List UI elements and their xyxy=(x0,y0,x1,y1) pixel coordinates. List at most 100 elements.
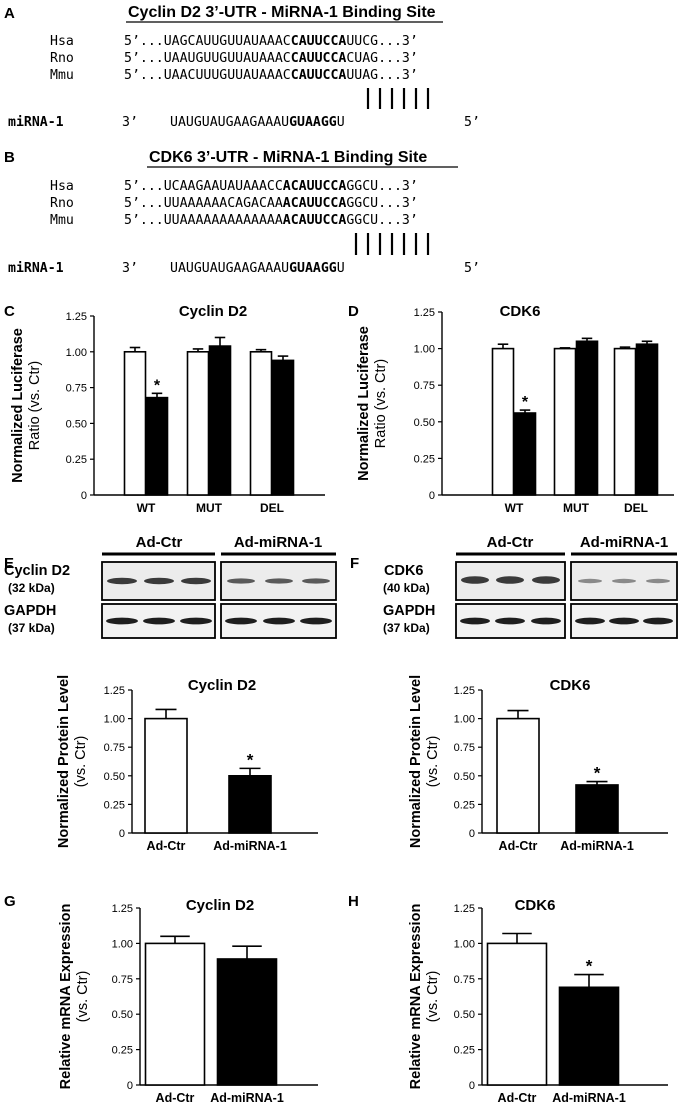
blot-band-kda: (37 kDa) xyxy=(383,621,430,635)
y-axis-label: Normalized Protein Level(vs. Ctr) xyxy=(408,675,441,848)
y-axis-label-line: Normalized Protein Level xyxy=(56,675,72,848)
bar xyxy=(145,396,169,496)
mirna-post: U xyxy=(337,115,345,130)
seq-post: GGCU xyxy=(346,196,378,211)
bar xyxy=(575,340,599,496)
y-axis-label-line: Ratio (vs. Ctr) xyxy=(373,359,389,448)
x-tick-label: DEL xyxy=(260,501,284,515)
y-tick-label: 1.25 xyxy=(454,685,475,697)
y-tick-label: 0 xyxy=(429,490,435,502)
y-tick-label: 1.25 xyxy=(454,903,475,915)
seq-prefix: 5’... xyxy=(124,213,164,228)
y-tick-label: 0.25 xyxy=(66,454,87,466)
y-tick-label: 1.25 xyxy=(112,903,133,915)
y-tick-label: 0.50 xyxy=(454,771,475,783)
seq-post: CUAG xyxy=(346,51,378,66)
mirna-pre: UAUGUAUGAAGAAAU xyxy=(170,115,289,130)
seq-seed: ACAUUCCA xyxy=(283,213,347,228)
mirna-pre: UAUGUAUGAAGAAAU xyxy=(170,261,289,276)
seq-pre: UCAAGAAUAUAAACC xyxy=(164,179,283,194)
y-tick-label: 1.00 xyxy=(454,714,475,726)
seq-row: 5’...UAACUUUGUUAUAAACCAUUCCAUUAG...3’ xyxy=(124,68,418,83)
chart-d: CDK6 Normalized LuciferaseRatio (vs. Ctr)… xyxy=(356,303,674,515)
seq-pre: UAGCAUUGUUAUAAAC xyxy=(164,34,291,49)
seq-suffix: ...3’ xyxy=(378,34,418,49)
panel-b: B CDK6 3’-UTR - MiRNA-1 Binding Site Hsa… xyxy=(4,149,480,276)
y-axis-label-line: (vs. Ctr) xyxy=(75,971,91,1023)
bar xyxy=(144,717,188,834)
seq-post: UUCG xyxy=(346,34,378,49)
y-axis-label: Normalized LuciferaseRatio (vs. Ctr) xyxy=(356,326,389,481)
blot-band-kda: (40 kDa) xyxy=(383,581,430,595)
panel-f-blot: F Ad-Ctr Ad-miRNA-1 CDK6 (40 kDa) GAPDH … xyxy=(350,534,678,639)
seq-pre: UAACUUUGUUAUAAAC xyxy=(164,68,291,83)
x-tick-label: Ad-miRNA-1 xyxy=(560,839,634,853)
significance-mark: * xyxy=(154,377,161,394)
y-axis-label-line: (vs. Ctr) xyxy=(425,736,441,788)
bar xyxy=(208,345,232,496)
seq-post: GGCU xyxy=(346,213,378,228)
significance-mark: * xyxy=(247,750,254,769)
x-tick-label: Ad-Ctr xyxy=(498,1091,537,1105)
chart-title: Cyclin D2 xyxy=(179,303,247,320)
seq-prefix: 5’... xyxy=(124,179,164,194)
blot-band-name: CDK6 xyxy=(384,563,423,579)
significance-mark: * xyxy=(522,394,529,411)
seq-suffix: ...3’ xyxy=(378,68,418,83)
y-tick-label: 1.00 xyxy=(66,347,87,359)
seq-seed: CAUUCCA xyxy=(291,34,347,49)
y-axis-label-line: Normalized Luciferase xyxy=(356,326,372,481)
seq-post: UUAG xyxy=(346,68,378,83)
y-tick-label: 0.75 xyxy=(454,742,475,754)
panel-a-title: Cyclin D2 3’-UTR - MiRNA-1 Binding Site xyxy=(128,4,436,21)
y-tick-label: 0.25 xyxy=(414,453,435,465)
y-tick-label: 0.75 xyxy=(112,974,133,986)
bar xyxy=(228,774,272,834)
significance-mark: * xyxy=(586,957,593,976)
x-tick-label: MUT xyxy=(196,501,223,515)
seq-row-species: Rno xyxy=(50,51,74,66)
seq-seed: ACAUUCCA xyxy=(283,179,347,194)
bar xyxy=(123,350,147,496)
panel-letter-a: A xyxy=(4,5,15,22)
y-tick-label: 0.50 xyxy=(414,417,435,429)
y-axis-label: Relative mRNA Expression(vs. Ctr) xyxy=(58,904,91,1090)
y-tick-label: 0 xyxy=(469,1080,475,1092)
panel-e-blot: E Ad-Ctr Ad-miRNA-1 Cyclin D2 (32 kDa) G… xyxy=(4,534,337,639)
seq-row-species: Rno xyxy=(50,196,74,211)
y-tick-label: 0.75 xyxy=(454,974,475,986)
chart-e: Cyclin D2 Normalized Protein Level(vs. Ct… xyxy=(56,675,318,853)
chart-title: CDK6 xyxy=(550,677,591,694)
bar xyxy=(613,347,637,496)
bar xyxy=(553,347,577,496)
blot-band-name: GAPDH xyxy=(4,603,56,619)
seq-suffix: ...3’ xyxy=(378,179,418,194)
y-tick-label: 1.25 xyxy=(104,685,125,697)
seq-row: 5’...UAGCAUUGUUAUAAACCAUUCCAUUCG...3’ xyxy=(124,34,418,49)
panel-letter-d: D xyxy=(348,303,359,320)
mirna-label: miRNA-1 xyxy=(8,114,64,130)
y-tick-label: 1.00 xyxy=(414,344,435,356)
mirna-three-prime: 3’ xyxy=(122,261,138,276)
chart-c: Cyclin D2 Normalized LuciferaseRatio (vs.… xyxy=(10,303,325,515)
y-tick-label: 0.25 xyxy=(454,1045,475,1057)
seq-seed: ACAUUCCA xyxy=(283,196,347,211)
y-tick-label: 1.00 xyxy=(112,938,133,950)
y-tick-label: 0.50 xyxy=(66,418,87,430)
x-tick-label: Ad-miRNA-1 xyxy=(552,1091,626,1105)
blot-band-kda: (37 kDa) xyxy=(8,621,55,635)
panel-letter-g: G xyxy=(4,893,16,910)
mirna-sequence: UAUGUAUGAAGAAAUGUAAGGU xyxy=(170,115,345,130)
y-tick-label: 0 xyxy=(81,490,87,502)
bar xyxy=(491,347,515,496)
mirna-seed: GUAAGG xyxy=(289,261,337,276)
x-tick-label: Ad-miRNA-1 xyxy=(210,1091,284,1105)
chart-f: CDK6 Normalized Protein Level(vs. Ctr) 0 0.… xyxy=(408,675,668,853)
seq-row-species: Mmu xyxy=(50,68,74,83)
panel-letter-f: F xyxy=(350,555,359,572)
seq-prefix: 5’... xyxy=(124,51,164,66)
blot-band-name: GAPDH xyxy=(383,603,435,619)
x-tick-label: Ad-Ctr xyxy=(156,1091,195,1105)
bar xyxy=(575,784,619,834)
